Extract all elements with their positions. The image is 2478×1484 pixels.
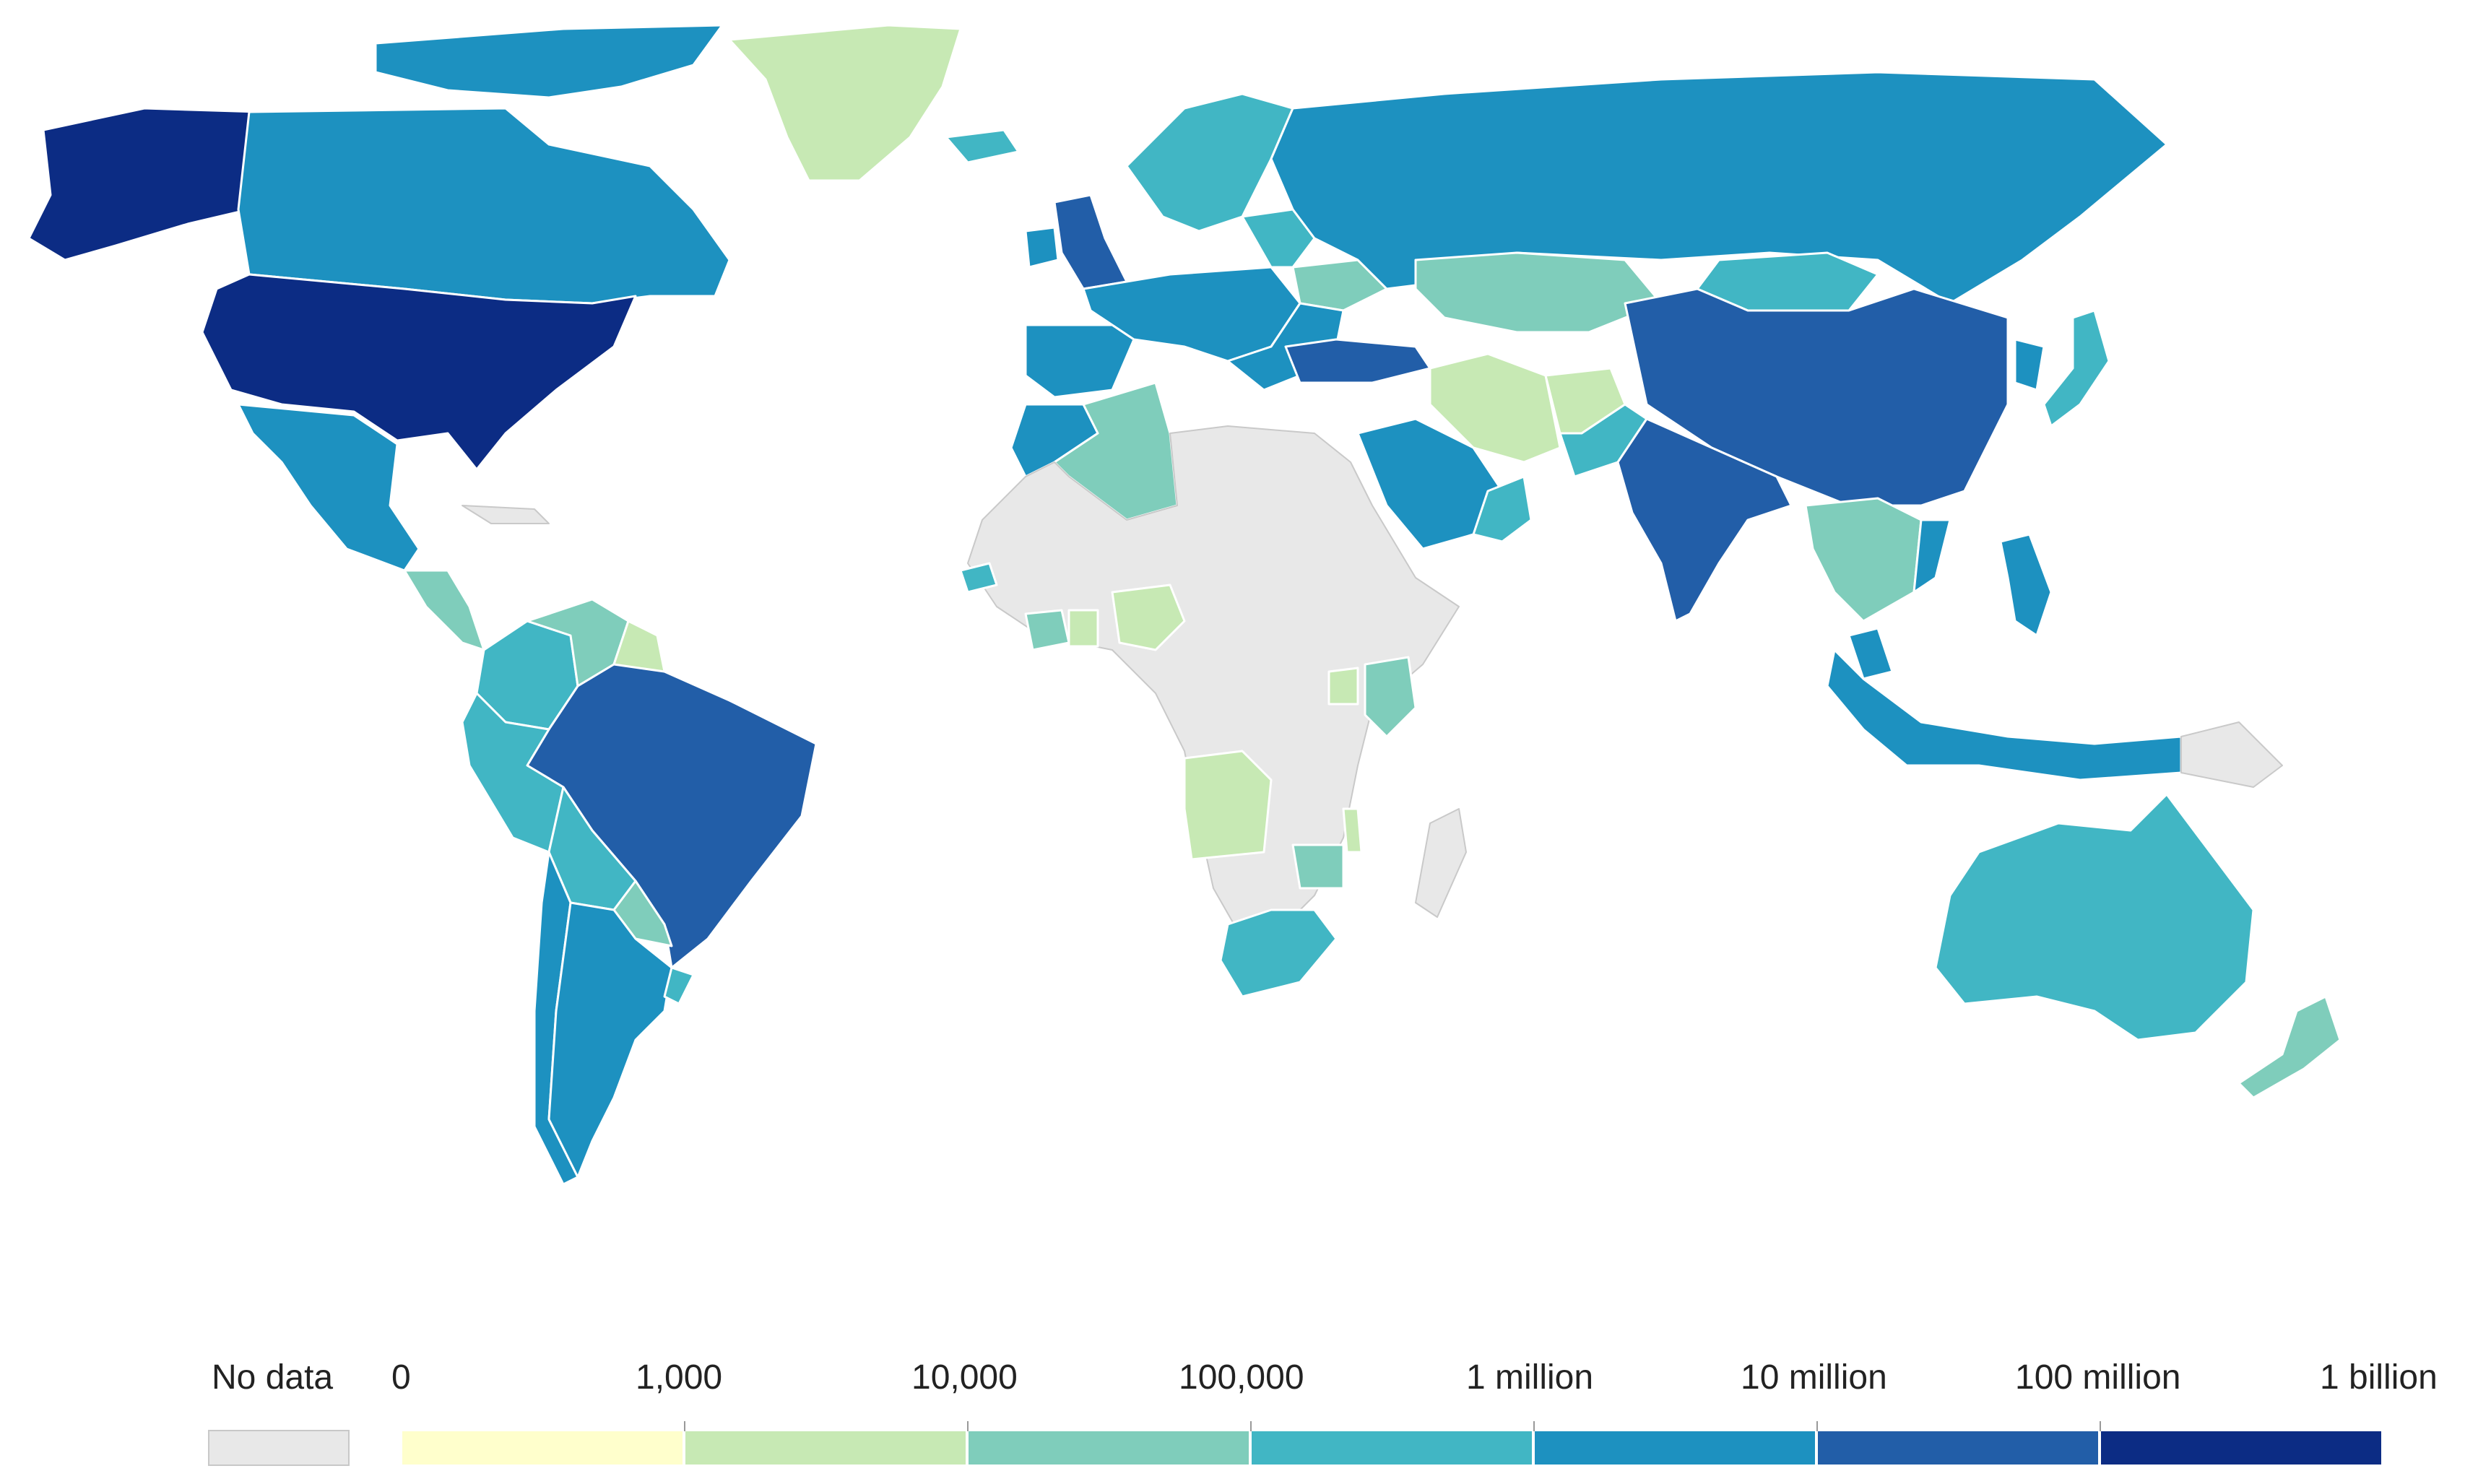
legend-bin-0-1k bbox=[401, 1430, 684, 1466]
region-alaska[interactable]: Alaska bbox=[27, 107, 261, 261]
region-new-zealand[interactable]: New Zealand bbox=[2237, 995, 2341, 1099]
region-ghana[interactable]: Ghana bbox=[1067, 609, 1099, 648]
region-kenya[interactable]: Kenya bbox=[1364, 656, 1417, 738]
legend-tick-label: 10 million bbox=[1741, 1358, 1887, 1397]
region-baltics-belarus[interactable]: Baltics and Belarus bbox=[1241, 208, 1316, 269]
region-uganda[interactable]: Uganda bbox=[1327, 667, 1359, 706]
region-scandinavia[interactable]: Scandinavia bbox=[1125, 92, 1294, 233]
region-central-america[interactable]: Central America bbox=[403, 569, 485, 651]
region-korea[interactable]: Korea bbox=[2014, 338, 2045, 391]
region-turkey[interactable]: Turkey bbox=[1284, 338, 1431, 384]
legend-tick-label: 0 bbox=[391, 1358, 411, 1397]
legend-tick-label: 100,000 bbox=[1179, 1358, 1304, 1397]
region-iceland[interactable]: Iceland bbox=[945, 129, 1020, 164]
region-canada[interactable]: Canada bbox=[237, 107, 731, 305]
region-cuba[interactable]: Cuba bbox=[462, 505, 550, 524]
region-australia[interactable]: Australia bbox=[1934, 793, 2255, 1041]
region-madagascar[interactable]: Madagascar bbox=[1415, 808, 1467, 918]
region-oman[interactable]: Oman bbox=[1472, 475, 1533, 543]
no-data-swatch bbox=[208, 1430, 350, 1466]
legend-tick bbox=[1816, 1421, 1818, 1431]
region-southeast-asia[interactable]: Southeast Asia bbox=[1804, 497, 1923, 622]
legend-tick bbox=[1533, 1421, 1535, 1431]
region-iran[interactable]: Iran bbox=[1429, 352, 1561, 464]
region-united-kingdom[interactable]: United Kingdom bbox=[1053, 194, 1128, 290]
region-kazakhstan[interactable]: Kazakhstan bbox=[1414, 251, 1663, 334]
legend-tick bbox=[1250, 1421, 1252, 1431]
region-greenland[interactable]: Greenland bbox=[728, 24, 962, 182]
region-angola[interactable]: Angola bbox=[1183, 750, 1273, 861]
world-choropleth-map: Alaska Canada Canadian Arctic Greenland … bbox=[27, 24, 2341, 1186]
legend-tick bbox=[967, 1421, 969, 1431]
region-japan[interactable]: Japan bbox=[2042, 309, 2110, 428]
legend-bin-10m-100m bbox=[1816, 1430, 2100, 1466]
region-ireland[interactable]: Ireland bbox=[1024, 226, 1060, 269]
legend-tick-label: 1 million bbox=[1466, 1358, 1594, 1397]
region-philippines[interactable]: Philippines bbox=[1999, 533, 2053, 637]
region-ukraine[interactable]: Ukraine bbox=[1291, 259, 1388, 312]
region-india[interactable]: India bbox=[1616, 417, 1793, 622]
region-senegal[interactable]: Senegal bbox=[959, 562, 998, 594]
region-malawi[interactable]: Malawi bbox=[1342, 807, 1363, 854]
region-papua-new-guinea[interactable]: Papua New Guinea bbox=[2180, 721, 2283, 788]
region-vietnam[interactable]: Vietnam bbox=[1912, 518, 1951, 594]
legend-bin-10k-100k bbox=[967, 1430, 1250, 1466]
map-legend: No data 0 1,000 10,000 100,000 1 million… bbox=[0, 1358, 2478, 1484]
legend-tick-label: 10,000 bbox=[911, 1358, 1018, 1397]
region-iberia[interactable]: Iberia bbox=[1024, 324, 1135, 399]
region-canadian-arctic[interactable]: Canadian Arctic bbox=[374, 24, 724, 99]
region-nigeria[interactable]: Nigeria bbox=[1111, 583, 1186, 651]
legend-bin-1k-10k bbox=[684, 1430, 967, 1466]
legend-tick-label: 1,000 bbox=[636, 1358, 723, 1397]
region-malaysia[interactable]: Malaysia bbox=[1847, 627, 1894, 680]
legend-tick-label: 100 million bbox=[2015, 1358, 2181, 1397]
no-data-label: No data bbox=[212, 1358, 334, 1397]
region-united-states[interactable]: United States bbox=[201, 273, 637, 471]
region-uruguay[interactable]: Uruguay bbox=[663, 966, 695, 1005]
legend-tick bbox=[2100, 1421, 2101, 1431]
region-ivory-coast[interactable]: Ivory Coast bbox=[1024, 609, 1070, 651]
legend-tick bbox=[684, 1421, 685, 1431]
legend-bin-100k-1m bbox=[1250, 1430, 1533, 1466]
region-south-africa[interactable]: South Africa bbox=[1219, 908, 1338, 998]
legend-bin-100m-1b bbox=[2100, 1430, 2383, 1466]
legend-bin-1m-10m bbox=[1533, 1430, 1816, 1466]
region-argentina[interactable]: Argentina bbox=[547, 901, 673, 1179]
legend-tick-label: 1 billion bbox=[2320, 1358, 2438, 1397]
region-zimbabwe[interactable]: Zimbabwe bbox=[1291, 843, 1345, 890]
